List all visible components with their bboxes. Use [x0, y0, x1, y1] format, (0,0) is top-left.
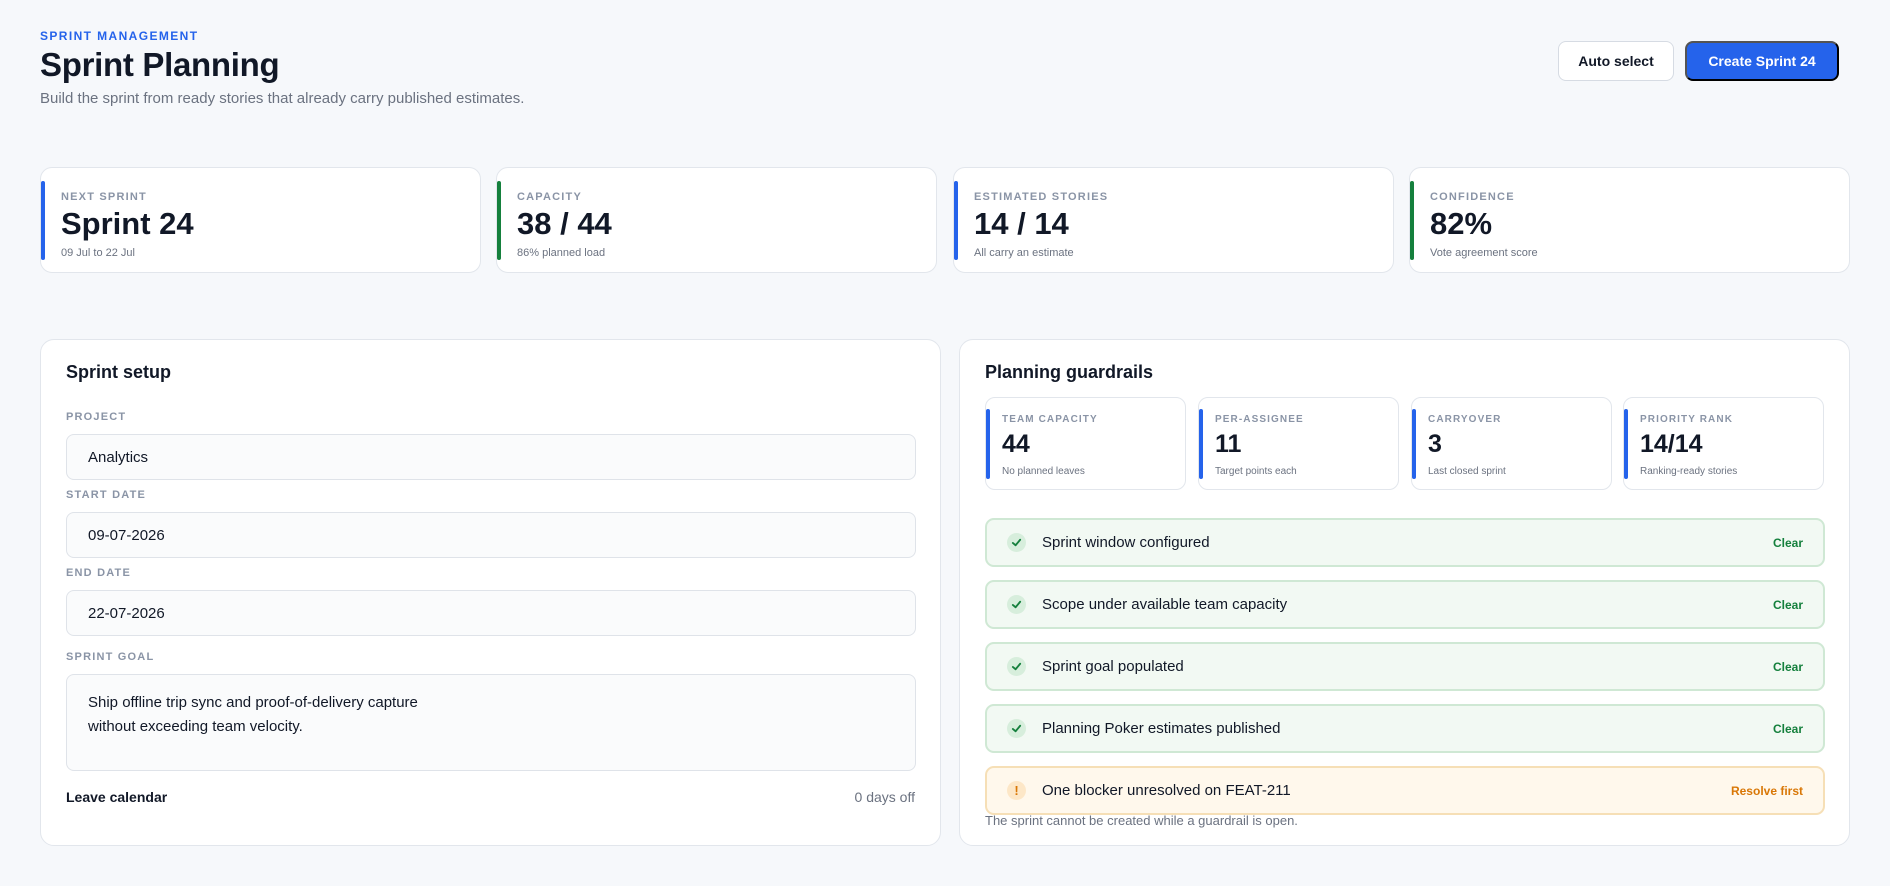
stat-sub: All carry an estimate: [974, 247, 1074, 259]
create-sprint-button[interactable]: Create Sprint 24: [1685, 41, 1839, 81]
metric-sub: Last closed sprint: [1428, 466, 1506, 477]
planning-guardrails-panel: Planning guardrails TEAM CAPACITY 44 No …: [959, 339, 1850, 846]
guardrail-row[interactable]: Scope under available team capacity Clea…: [985, 580, 1825, 629]
stat-value: 38 / 44: [517, 206, 612, 241]
metric-label: PER-ASSIGNEE: [1215, 414, 1304, 425]
sprint-setup-panel: Sprint setup PROJECT Analytics START DAT…: [40, 339, 941, 846]
guardrail-footnote: The sprint cannot be created while a gua…: [985, 813, 1298, 828]
check-icon: [1007, 533, 1026, 552]
check-icon: [1007, 595, 1026, 614]
metric-value: 14/14: [1640, 430, 1703, 458]
metric-value: 44: [1002, 430, 1030, 458]
guardrail-text: Planning Poker estimates published: [1042, 720, 1281, 737]
stat-label: CONFIDENCE: [1430, 191, 1515, 203]
metric-sub: Ranking-ready stories: [1640, 466, 1738, 477]
guardrail-status: Clear: [1772, 722, 1803, 736]
project-label: PROJECT: [66, 411, 127, 423]
guardrail-status: Clear: [1772, 660, 1803, 674]
page-eyebrow: SPRINT MANAGEMENT: [40, 29, 199, 43]
metric-sub: No planned leaves: [1002, 466, 1085, 477]
project-field[interactable]: Analytics: [66, 434, 916, 480]
guardrail-row[interactable]: Planning Poker estimates published Clear: [985, 704, 1825, 753]
accent-bar: [41, 181, 45, 260]
guardrail-status: Clear: [1772, 536, 1803, 550]
metric-value: 3: [1428, 430, 1442, 458]
panel-title: Sprint setup: [66, 362, 172, 382]
leave-calendar-value: 0 days off: [854, 789, 915, 805]
metric-label: TEAM CAPACITY: [1002, 414, 1098, 425]
guardrail-status[interactable]: Resolve first: [1730, 784, 1803, 798]
stat-sub: 09 Jul to 22 Jul: [61, 247, 135, 259]
start-date-label: START DATE: [66, 489, 147, 501]
accent-bar: [1624, 409, 1628, 479]
page-subtitle: Build the sprint from ready stories that…: [40, 90, 525, 107]
accent-bar: [1412, 409, 1416, 479]
guardrail-row-blocker[interactable]: ! One blocker unresolved on FEAT-211 Res…: [985, 766, 1825, 815]
accent-bar: [1199, 409, 1203, 479]
accent-bar: [497, 181, 501, 260]
stat-value: 82%: [1430, 206, 1493, 241]
metric-label: PRIORITY RANK: [1640, 414, 1734, 425]
page-title: Sprint Planning: [40, 46, 280, 83]
auto-select-button[interactable]: Auto select: [1558, 41, 1674, 81]
stat-value: Sprint 24: [61, 206, 194, 241]
start-date-field[interactable]: 09-07-2026: [66, 512, 916, 558]
guardrail-status: Clear: [1772, 598, 1803, 612]
stat-sub: 86% planned load: [517, 247, 606, 259]
stat-label: ESTIMATED STORIES: [974, 191, 1109, 203]
stat-label: CAPACITY: [517, 191, 583, 203]
stat-label: NEXT SPRINT: [61, 191, 147, 203]
accent-bar: [986, 409, 990, 479]
end-date-field[interactable]: 22-07-2026: [66, 590, 916, 636]
stat-sub: Vote agreement score: [1430, 247, 1538, 259]
metric-team-capacity: TEAM CAPACITY 44 No planned leaves: [985, 397, 1186, 490]
guardrail-text: One blocker unresolved on FEAT-211: [1042, 782, 1291, 799]
guardrail-text: Sprint window configured: [1042, 534, 1210, 551]
sprint-goal-field[interactable]: Ship offline trip sync and proof-of-deli…: [66, 674, 916, 771]
stat-card-capacity: CAPACITY 38 / 44 86% planned load: [496, 167, 937, 273]
guardrail-text: Scope under available team capacity: [1042, 596, 1288, 613]
stat-card-confidence: CONFIDENCE 82% Vote agreement score: [1409, 167, 1850, 273]
end-date-label: END DATE: [66, 567, 132, 579]
stat-card-next-sprint: NEXT SPRINT Sprint 24 09 Jul to 22 Jul: [40, 167, 481, 273]
metric-value: 11: [1215, 430, 1242, 458]
leave-calendar-label: Leave calendar: [66, 789, 168, 805]
warning-icon: !: [1007, 781, 1026, 800]
metric-sub: Target points each: [1215, 466, 1297, 477]
metric-per-assignee: PER-ASSIGNEE 11 Target points each: [1198, 397, 1399, 490]
accent-bar: [954, 181, 958, 260]
metric-carryover: CARRYOVER 3 Last closed sprint: [1411, 397, 1612, 490]
guardrail-row[interactable]: Sprint window configured Clear: [985, 518, 1825, 567]
metric-priority-rank: PRIORITY RANK 14/14 Ranking-ready storie…: [1623, 397, 1824, 490]
guardrail-text: Sprint goal populated: [1042, 658, 1184, 675]
sprint-goal-label: SPRINT GOAL: [66, 651, 155, 663]
guardrail-row[interactable]: Sprint goal populated Clear: [985, 642, 1825, 691]
accent-bar: [1410, 181, 1414, 260]
check-icon: [1007, 657, 1026, 676]
metric-label: CARRYOVER: [1428, 414, 1502, 425]
panel-title: Planning guardrails: [985, 362, 1154, 382]
check-icon: [1007, 719, 1026, 738]
stat-value: 14 / 14: [974, 206, 1069, 241]
stat-card-estimated-stories: ESTIMATED STORIES 14 / 14 All carry an e…: [953, 167, 1394, 273]
